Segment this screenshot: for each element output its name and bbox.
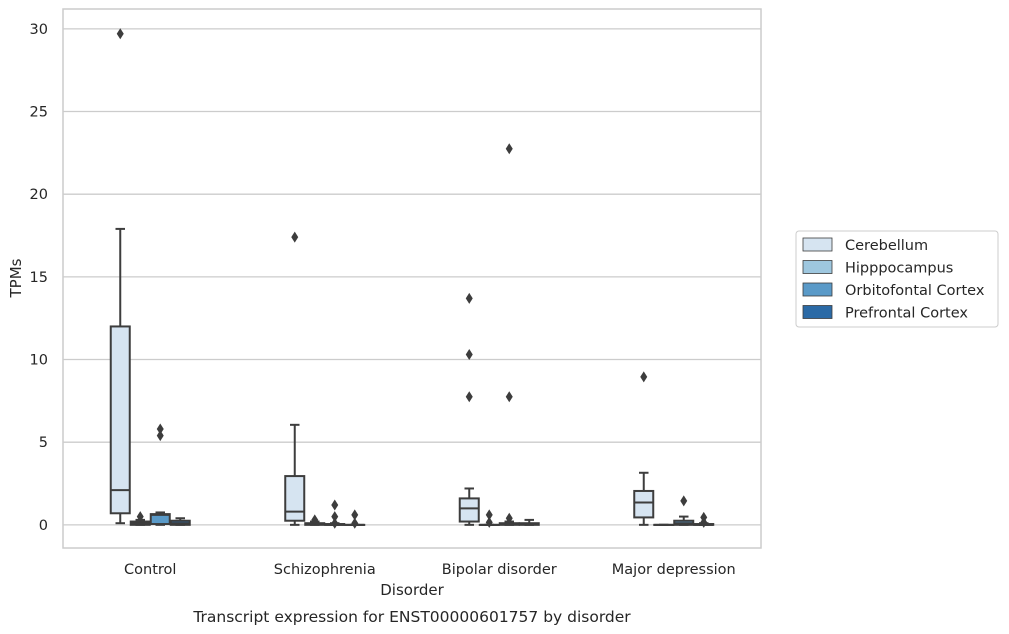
- legend-swatch: [802, 305, 833, 319]
- box-group: [304, 514, 326, 526]
- y-tick-label: 0: [39, 518, 48, 534]
- box-group: [344, 509, 366, 529]
- y-tick-label: 15: [30, 270, 48, 286]
- outlier-point: [351, 509, 359, 521]
- outlier-point: [331, 499, 339, 511]
- box-group: [693, 511, 715, 528]
- boxes: [109, 28, 715, 529]
- box: [633, 489, 655, 519]
- legend-label: Prefrontal Cortex: [845, 306, 968, 322]
- legend: Cerebellum Hipppocampus Orbitofontal Corte…: [795, 230, 999, 328]
- y-tick-label: 25: [30, 105, 48, 121]
- box-group: [498, 143, 520, 526]
- box-group: [284, 231, 306, 526]
- box: [458, 497, 480, 523]
- y-tick-labels: 0 5 10 15 20 25 30: [30, 22, 48, 534]
- box-group: [149, 423, 171, 526]
- outlier-point: [485, 516, 493, 528]
- y-tick-label: 20: [30, 187, 48, 203]
- box-group: [324, 499, 346, 529]
- outlier-point: [505, 143, 513, 155]
- outlier-point: [640, 371, 648, 383]
- outlier-point: [331, 511, 339, 523]
- x-tick-label: Control: [124, 562, 176, 578]
- outlier-point: [156, 430, 164, 442]
- y-axis-label: TPMs: [7, 258, 25, 298]
- x-tick-labels: Control Schizophrenia Bipolar disorder Majo…: [124, 562, 736, 578]
- plot-frame: [62, 8, 762, 549]
- box-group: [109, 28, 131, 525]
- box-group: [518, 518, 540, 526]
- outlier-point: [291, 231, 299, 243]
- outlier-point: [311, 514, 319, 526]
- y-tick-label: 5: [39, 435, 48, 451]
- gridlines: [63, 28, 761, 526]
- y-tick-label: 30: [30, 22, 48, 38]
- box: [109, 325, 131, 515]
- legend-label: Hipppocampus: [845, 261, 953, 277]
- legend-swatch: [802, 237, 833, 252]
- legend-swatch: [802, 282, 833, 297]
- outlier-point: [156, 423, 164, 435]
- outlier-point: [331, 517, 339, 529]
- legend-label: Cerebellum: [845, 238, 928, 254]
- box-group: [478, 509, 500, 528]
- outlier-point: [465, 349, 473, 361]
- x-tick-label: Schizophrenia: [274, 562, 376, 578]
- outlier-point: [680, 495, 688, 507]
- outlier-point: [505, 512, 513, 524]
- legend-label: Orbitofontal Cortex: [845, 283, 985, 299]
- box-group: [129, 511, 151, 526]
- legend-box: [795, 230, 999, 328]
- x-tick-label: Major depression: [612, 562, 736, 578]
- figure-caption: Transcript expression for ENST0000060175…: [192, 608, 631, 626]
- box-group: [633, 371, 655, 526]
- outlier-point: [700, 516, 708, 528]
- x-axis-label: Disorder: [380, 581, 444, 599]
- box-group: [458, 292, 480, 526]
- box: [284, 475, 306, 522]
- outlier-point: [465, 391, 473, 403]
- outlier-point: [505, 391, 513, 403]
- x-tick-label: Bipolar disorder: [442, 562, 557, 578]
- box-group: [169, 517, 191, 526]
- legend-swatch: [802, 260, 833, 274]
- outlier-point: [116, 28, 124, 40]
- outlier-point: [465, 292, 473, 304]
- y-tick-label: 10: [30, 353, 48, 369]
- outlier-point: [485, 509, 493, 521]
- outlier-point: [351, 517, 359, 529]
- outlier-point: [136, 511, 144, 523]
- box-group: [673, 495, 695, 526]
